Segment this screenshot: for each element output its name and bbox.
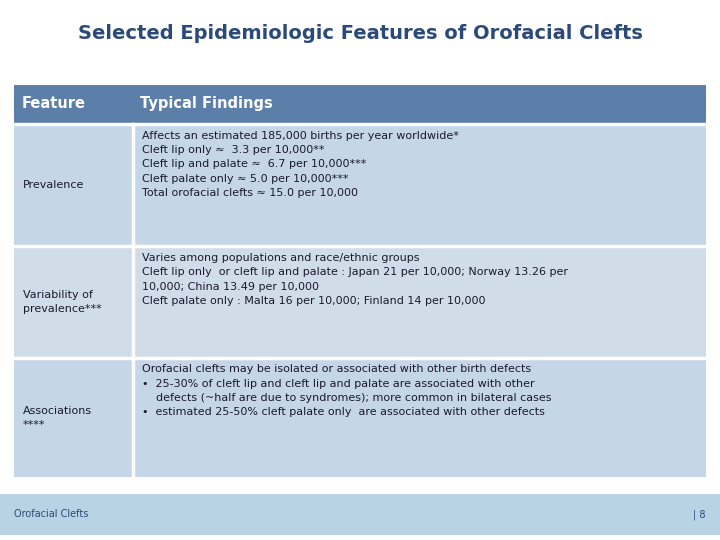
Text: Varies among populations and race/ethnic groups
Cleft lip only  or cleft lip and: Varies among populations and race/ethnic… [142,253,568,306]
Text: Selected Epidemiologic Features of Orofacial Clefts: Selected Epidemiologic Features of Orofa… [78,24,642,43]
Text: Affects an estimated 185,000 births per year worldwide*
Cleft lip only ≈  3.3 pe: Affects an estimated 185,000 births per … [142,131,459,198]
Bar [0,494,720,535]
Text: Variability of
prevalence***: Variability of prevalence*** [23,290,102,314]
Text: Associations
****: Associations **** [23,406,92,430]
Bar [14,84,706,124]
Text: Orofacial clefts may be isolated or associated with other birth defects
•  25-30: Orofacial clefts may be isolated or asso… [142,364,552,417]
Text: Orofacial Clefts: Orofacial Clefts [14,509,89,519]
Bar [14,357,706,478]
Bar [14,124,706,246]
Text: Prevalence: Prevalence [23,180,84,190]
Bar [14,246,706,357]
Text: | 8: | 8 [693,509,706,519]
Text: Typical Findings: Typical Findings [140,97,273,111]
Text: Feature: Feature [22,97,86,111]
